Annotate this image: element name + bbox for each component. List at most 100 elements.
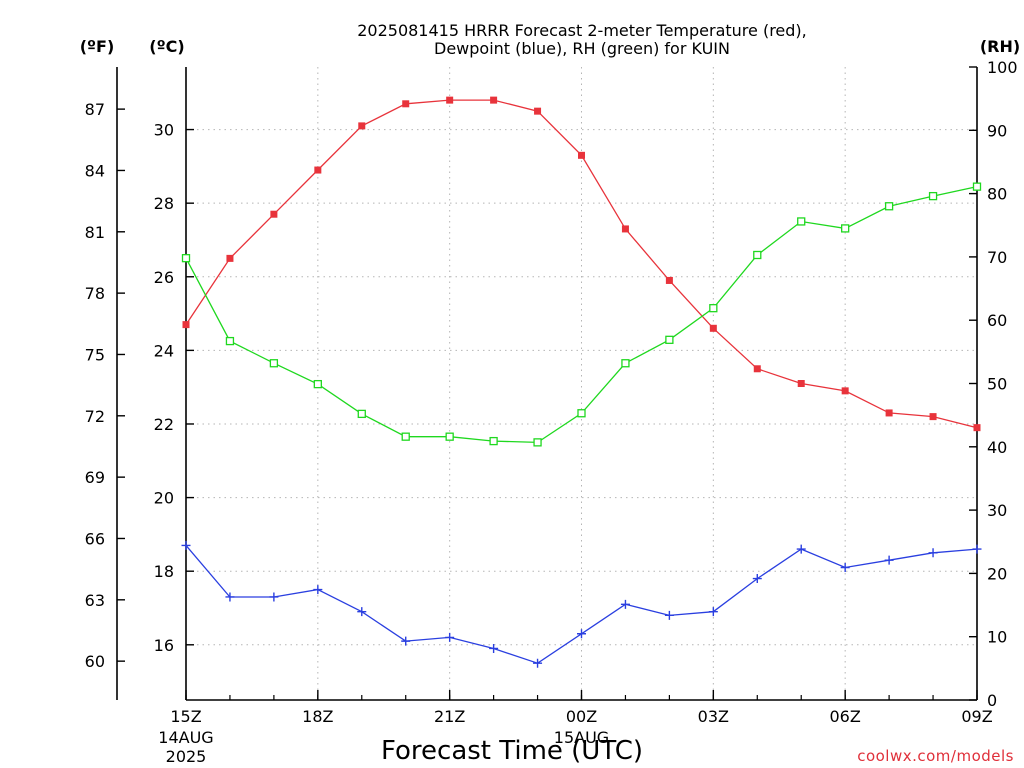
- temperature-point: [929, 413, 937, 421]
- celsius-tick-label: 24: [154, 341, 174, 360]
- temperature-point: [973, 424, 981, 432]
- x-tick-label: 03Z: [698, 707, 729, 726]
- temperature-point: [270, 210, 278, 218]
- x-tick-sublabel: 15AUG: [554, 728, 609, 747]
- celsius-tick-label: 22: [154, 415, 174, 434]
- temperature-point: [841, 387, 849, 395]
- rh-point: [884, 202, 894, 211]
- rh-point: [401, 432, 410, 441]
- rh-point: [841, 224, 850, 233]
- x-tick-label: 18Z: [302, 707, 333, 726]
- x-tick-label: 15Z: [170, 707, 201, 726]
- celsius-tick-label: 26: [154, 268, 174, 287]
- fahrenheit-unit-label: (ºF): [80, 37, 115, 56]
- fahrenheit-tick-label: 75: [85, 345, 105, 364]
- dewpoint-point: [225, 592, 235, 602]
- rh-unit-label: (RH): [980, 37, 1020, 56]
- dewpoint-point: [313, 585, 323, 595]
- x-tick-sublabel: 14AUG: [158, 728, 213, 747]
- fahrenheit-tick-label: 63: [85, 591, 105, 610]
- rh-point: [269, 359, 279, 368]
- dewpoint-point: [928, 548, 938, 558]
- rh-tick-label: 80: [987, 185, 1007, 204]
- temperature-point: [226, 254, 234, 262]
- dewpoint-point: [972, 544, 982, 554]
- rh-tick-label: 50: [987, 375, 1007, 394]
- fahrenheit-tick-label: 60: [85, 652, 105, 671]
- x-tick-label: 09Z: [961, 707, 992, 726]
- temperature-point: [797, 380, 805, 387]
- x-tick-label: 21Z: [434, 707, 465, 726]
- celsius-tick-label: 18: [154, 562, 174, 581]
- rh-point: [621, 359, 630, 368]
- dewpoint-point: [401, 636, 411, 646]
- fahrenheit-tick-label: 66: [85, 529, 105, 548]
- temperature-point: [358, 122, 366, 130]
- x-tick-sublabel: 2025: [166, 747, 207, 766]
- rh-tick-label: 90: [987, 121, 1007, 140]
- dewpoint-point: [577, 629, 586, 639]
- rh-point: [489, 436, 498, 446]
- x-axis-label: Forecast Time (UTC): [381, 736, 643, 766]
- x-tick-label: 00Z: [566, 707, 597, 726]
- rh-point: [665, 335, 674, 344]
- dewpoint-point: [752, 574, 762, 584]
- grid: [186, 67, 977, 700]
- axes: 16 18 20 22 24 26 28 30 60 63 66 69 72 75 78 81 84 87 0 10 2…: [85, 58, 1018, 766]
- temperature-point: [709, 324, 717, 332]
- rh-tick-label: 70: [987, 248, 1007, 267]
- fahrenheit-tick-label: 72: [85, 407, 105, 426]
- rh-point: [753, 250, 762, 260]
- dewpoint-point: [533, 658, 543, 668]
- rh-point: [313, 379, 322, 389]
- fahrenheit-tick-label: 78: [85, 284, 105, 303]
- celsius-tick-label: 16: [154, 636, 174, 655]
- temperature-point: [314, 166, 322, 174]
- rh-point: [533, 438, 542, 447]
- dewpoint-point: [796, 544, 806, 554]
- rh-point: [357, 409, 366, 419]
- dewpoint-point: [840, 563, 850, 573]
- dewpoint-point: [884, 555, 894, 565]
- temperature-point: [402, 100, 410, 108]
- dewpoint-point: [489, 643, 499, 653]
- temperature-point: [534, 107, 542, 115]
- rh-tick-label: 40: [987, 438, 1007, 457]
- chart-title-line-2: Dewpoint (blue), RH (green) for KUIN: [434, 39, 730, 58]
- rh-point: [972, 182, 982, 191]
- series-layer: [181, 96, 982, 668]
- x-tick-label: 06Z: [830, 707, 861, 726]
- chart-title-line-1: 2025081415 HRRR Forecast 2-meter Tempera…: [357, 21, 807, 40]
- dewpoint-point: [269, 592, 279, 602]
- dewpoint-point: [708, 607, 718, 617]
- celsius-tick-label: 20: [154, 489, 174, 508]
- rh-tick-label: 60: [987, 311, 1007, 330]
- dewpoint-point: [445, 632, 455, 642]
- credit-label: coolwx.com/models: [857, 747, 1014, 765]
- celsius-tick-label: 28: [154, 194, 174, 213]
- temperature-point: [885, 409, 893, 417]
- labels: 2025081415 HRRR Forecast 2-meter Tempera…: [80, 21, 1020, 766]
- fahrenheit-tick-label: 81: [85, 223, 105, 242]
- rh-point: [225, 336, 235, 346]
- temperature-point: [665, 276, 673, 284]
- series-line-temperature: [185, 99, 978, 429]
- celsius-unit-label: (ºC): [149, 37, 184, 56]
- temperature-point: [490, 96, 498, 104]
- dewpoint-point: [664, 610, 674, 620]
- temperature-point: [753, 365, 761, 373]
- rh-point: [797, 217, 806, 226]
- temperature-point: [182, 321, 190, 329]
- fahrenheit-tick-label: 69: [85, 468, 105, 487]
- rh-point: [181, 254, 191, 263]
- rh-tick-label: 0: [987, 691, 997, 710]
- dewpoint-point: [357, 607, 367, 617]
- fahrenheit-tick-label: 84: [85, 161, 105, 180]
- temperature-point: [578, 151, 585, 159]
- temperature-point: [621, 225, 629, 233]
- temperature-point: [446, 96, 454, 104]
- rh-tick-label: 30: [987, 501, 1007, 520]
- rh-tick-label: 10: [987, 628, 1007, 647]
- rh-point: [928, 191, 938, 201]
